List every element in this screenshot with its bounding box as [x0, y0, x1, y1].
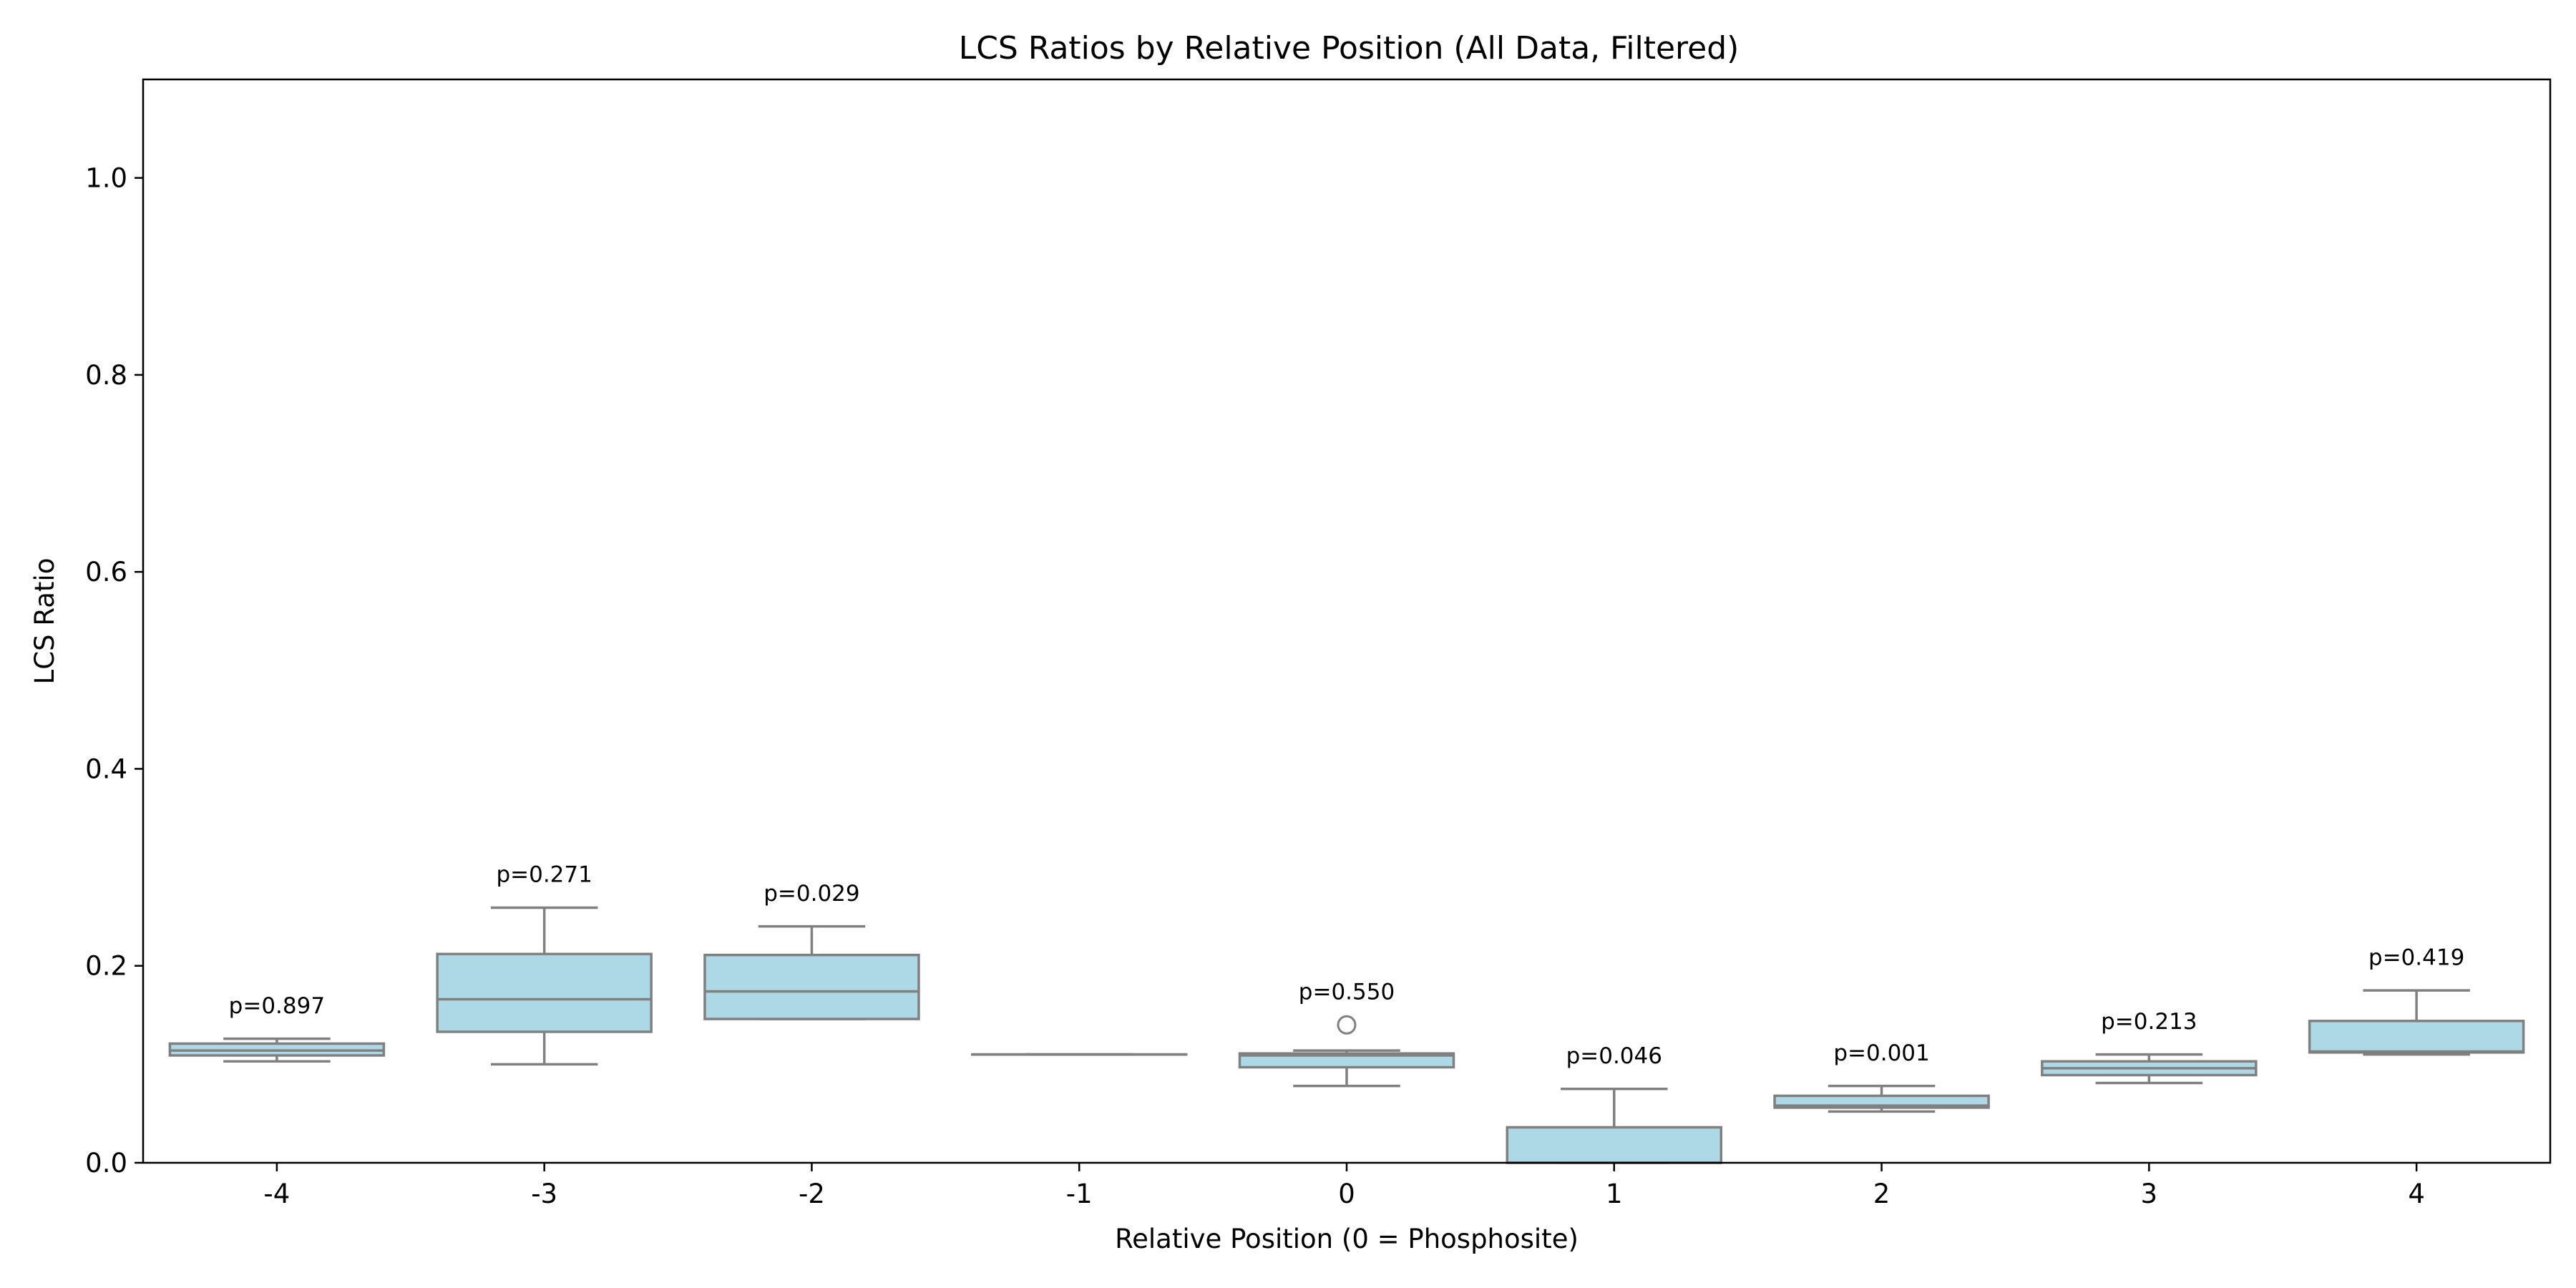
box-group-3: p=0.213 [2041, 1009, 2258, 1085]
y-tick-label: 0.0 [85, 1148, 127, 1179]
outlier-point [1337, 1015, 1357, 1035]
p-value-label: p=0.213 [2101, 1009, 2197, 1035]
x-tick-label: 2 [1873, 1179, 1890, 1209]
x-axis: -4 -3 -2 -1 0 1 2 3 4 [263, 1163, 2425, 1209]
x-axis-label: Relative Position (0 = Phosphosite) [1115, 1224, 1579, 1254]
p-value-label: p=0.271 [496, 862, 592, 888]
x-tick-label: 3 [2141, 1179, 2158, 1209]
box [1238, 1052, 1455, 1069]
x-tick-label: 1 [1606, 1179, 1623, 1209]
box-group--2: p=0.029 [703, 881, 920, 1020]
y-tick-label: 0.4 [85, 753, 127, 784]
p-value-label: p=0.419 [2368, 945, 2464, 970]
x-tick-label: 0 [1338, 1179, 1355, 1209]
y-axis: 0.0 0.2 0.4 0.6 0.8 1.0 [85, 163, 143, 1179]
box-group-2: p=0.001 [1773, 1040, 1990, 1113]
box-group--3: p=0.271 [436, 862, 653, 1066]
box [1506, 1126, 1723, 1164]
box [2308, 1020, 2525, 1054]
p-value-label: p=0.001 [1833, 1040, 1929, 1066]
y-axis-label: LCS Ratio [29, 558, 60, 685]
p-value-label: p=0.897 [229, 993, 325, 1019]
box-group-0: p=0.550 [1238, 980, 1455, 1088]
chart-title: LCS Ratios by Relative Position (All Dat… [959, 30, 1740, 67]
box [436, 952, 653, 1033]
y-tick-label: 0.6 [85, 557, 127, 587]
x-tick-label: -3 [531, 1179, 557, 1209]
box-group--4: p=0.897 [168, 993, 386, 1063]
x-tick-label: -4 [263, 1179, 290, 1209]
p-value-label: p=0.550 [1299, 980, 1395, 1005]
box-group-4: p=0.419 [2308, 945, 2525, 1056]
y-tick-label: 1.0 [85, 163, 127, 194]
p-value-label: p=0.029 [763, 881, 859, 907]
plot-marks: p=0.897 p=0.271 p=0.029 p=0.550 p=0.046 p=0.0… [168, 862, 2525, 1164]
box [703, 953, 920, 1020]
x-tick-label: 4 [2408, 1179, 2425, 1209]
x-tick-label: -2 [799, 1179, 825, 1209]
p-value-label: p=0.046 [1566, 1043, 1662, 1069]
y-tick-label: 0.8 [85, 360, 127, 391]
box-group-1: p=0.046 [1506, 1043, 1723, 1164]
y-tick-label: 0.2 [85, 951, 127, 982]
x-tick-label: -1 [1066, 1179, 1093, 1209]
